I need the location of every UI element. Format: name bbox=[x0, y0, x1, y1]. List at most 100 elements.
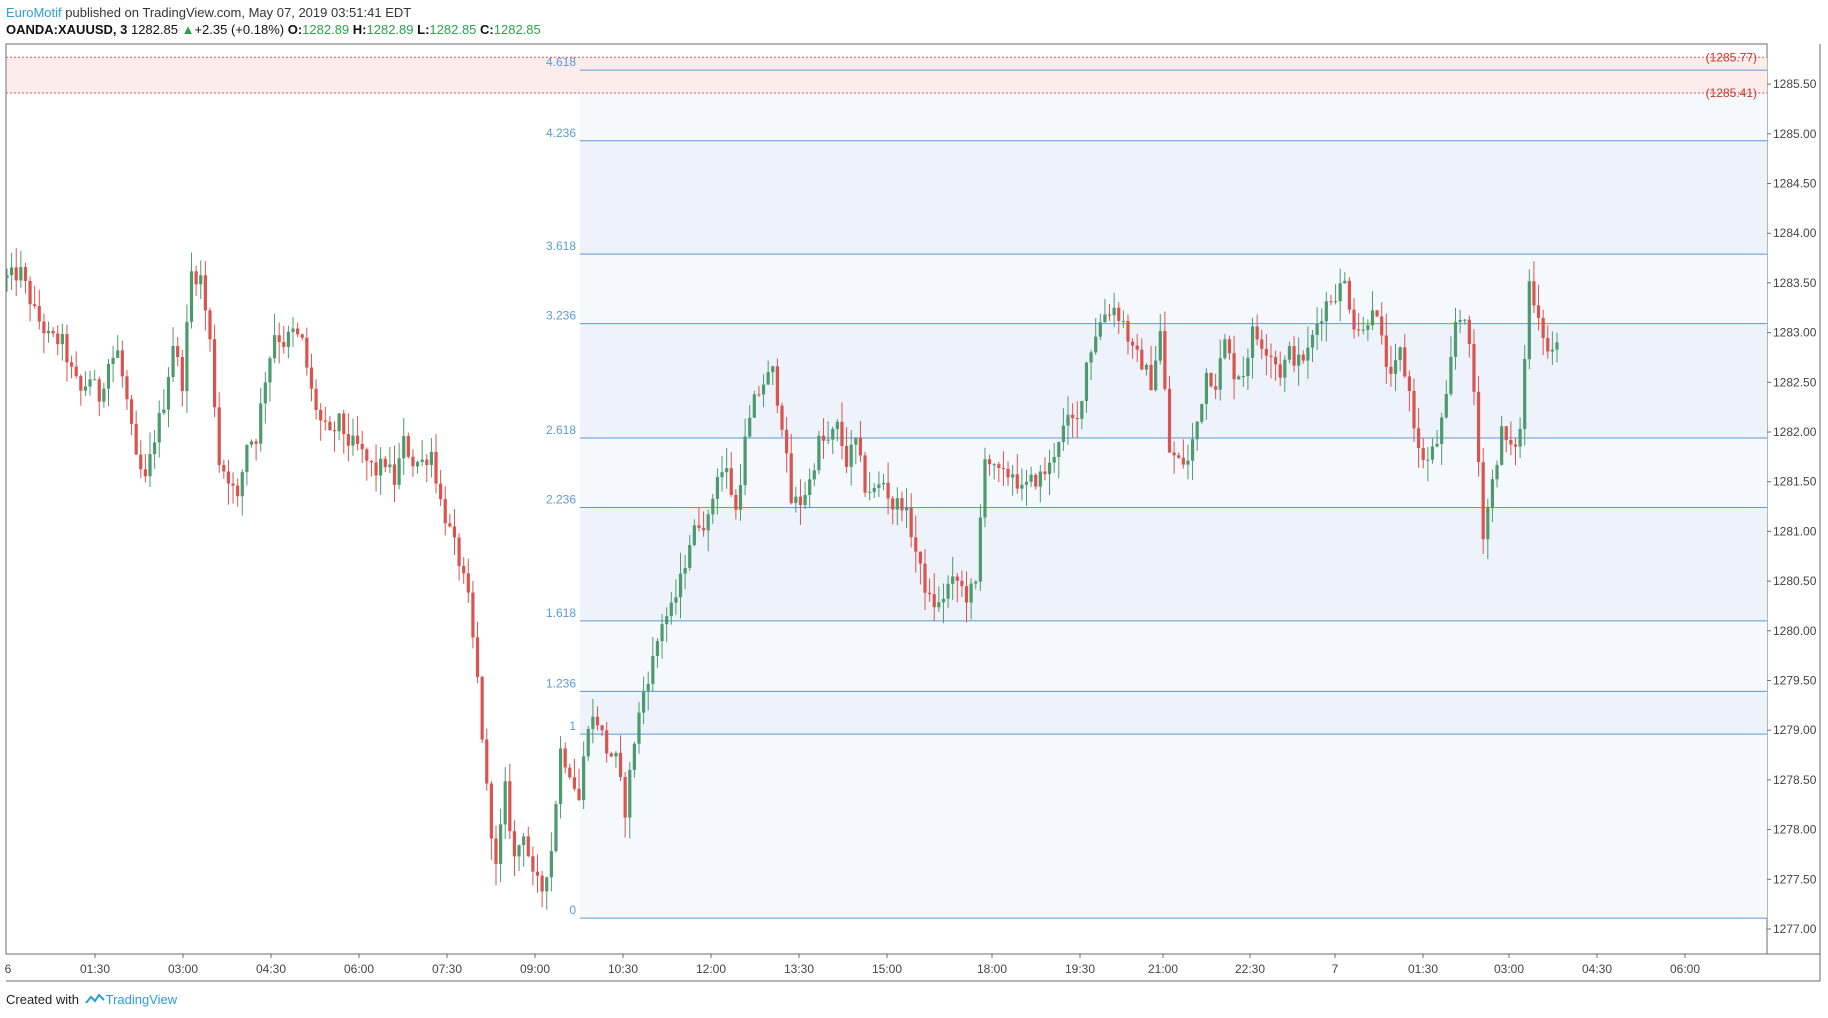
time-tick-label: 01:30 bbox=[1408, 962, 1438, 976]
fib-band bbox=[580, 437, 1767, 508]
candle-body bbox=[835, 421, 839, 429]
candle-body bbox=[392, 464, 397, 485]
candle-body bbox=[42, 321, 46, 334]
candle-body bbox=[591, 716, 595, 729]
time-tick-label: 06:00 bbox=[344, 962, 374, 976]
candle-body bbox=[1075, 417, 1079, 419]
candle-body bbox=[282, 342, 286, 347]
candle-body bbox=[1366, 325, 1370, 330]
candle-body bbox=[272, 335, 277, 359]
candle-body bbox=[503, 781, 507, 825]
candle-body bbox=[46, 330, 51, 334]
candle-body bbox=[1084, 362, 1089, 401]
candle-body bbox=[1481, 462, 1485, 540]
candle-body bbox=[1283, 359, 1287, 378]
candle-body bbox=[978, 517, 982, 582]
candle-body bbox=[678, 573, 683, 598]
candle-body bbox=[194, 271, 198, 285]
time-tick-label: 03:00 bbox=[1494, 962, 1524, 976]
candle-body bbox=[872, 487, 876, 492]
candle-body bbox=[960, 580, 964, 587]
candle-body bbox=[1504, 426, 1508, 441]
candle-body bbox=[692, 525, 696, 546]
time-axis[interactable]: 01:30 03:00 04:30 06:00 07:30 09:00 10:30 12:00… bbox=[5, 954, 1701, 976]
candle-body bbox=[1458, 319, 1462, 322]
candle-body bbox=[439, 483, 443, 500]
candle-body bbox=[1232, 353, 1236, 380]
candle-body bbox=[1532, 281, 1536, 306]
candle-body bbox=[568, 767, 572, 778]
candle-body bbox=[794, 496, 798, 504]
candle-body bbox=[1186, 460, 1190, 465]
candle-body bbox=[1024, 481, 1029, 485]
candle-body bbox=[817, 435, 821, 471]
price-tick-label: 1282.00 bbox=[1773, 425, 1817, 439]
candle-body bbox=[642, 690, 646, 713]
candle-body bbox=[752, 394, 756, 418]
candle-body bbox=[748, 417, 752, 437]
candle-body bbox=[840, 421, 844, 446]
candle-body bbox=[499, 824, 503, 864]
candle-body bbox=[19, 267, 23, 281]
candle-body bbox=[697, 525, 701, 528]
candle-body bbox=[1107, 314, 1112, 316]
candle-body bbox=[1149, 364, 1153, 391]
candle-body bbox=[259, 403, 263, 444]
candle-body bbox=[162, 409, 166, 414]
candle-body bbox=[785, 429, 789, 454]
candle-body bbox=[37, 306, 41, 322]
candle-body bbox=[900, 498, 904, 511]
candle-body bbox=[231, 483, 235, 486]
candle-body bbox=[706, 514, 710, 531]
time-tick-label: 03:00 bbox=[168, 962, 198, 976]
author-name[interactable]: EuroMotif bbox=[6, 5, 62, 20]
candle-body bbox=[877, 484, 881, 488]
candle-body bbox=[1546, 337, 1550, 352]
fib-band bbox=[580, 254, 1767, 324]
time-tick-label: 18:00 bbox=[977, 962, 1007, 976]
candle-body bbox=[554, 804, 558, 852]
candle-body bbox=[1066, 414, 1070, 426]
candle-body bbox=[116, 350, 120, 358]
chart-header: EuroMotif published on TradingView.com, … bbox=[6, 4, 411, 21]
candle-body bbox=[941, 598, 946, 603]
price-tick-label: 1279.50 bbox=[1773, 674, 1817, 688]
fib-band bbox=[580, 620, 1767, 692]
time-tick-label: 01:30 bbox=[80, 962, 110, 976]
candle-body bbox=[849, 444, 853, 467]
price-tick-label: 1279.00 bbox=[1773, 723, 1817, 737]
candle-body bbox=[1412, 390, 1416, 429]
fib-band bbox=[580, 507, 1767, 621]
candle-body bbox=[895, 498, 899, 510]
candle-body bbox=[88, 379, 92, 387]
candle-body bbox=[1135, 345, 1139, 350]
price-tick-label: 1277.00 bbox=[1773, 922, 1817, 936]
candle-body bbox=[1038, 471, 1042, 487]
candle-body bbox=[457, 537, 461, 566]
tradingview-brand[interactable]: TradingView bbox=[105, 992, 178, 1007]
candle-body bbox=[480, 676, 484, 740]
candle-body bbox=[1541, 317, 1545, 338]
candle-body bbox=[1527, 281, 1531, 360]
candle-body bbox=[812, 470, 816, 480]
candle-body bbox=[1227, 339, 1232, 354]
fib-levels-group[interactable]: 0 1 1.236 1.618 2.236 2.618 3.236 3.618 4.236 4.6… bbox=[546, 55, 1767, 919]
candle-body bbox=[1167, 388, 1172, 453]
candle-body bbox=[923, 563, 927, 593]
candle-body bbox=[129, 399, 134, 424]
candle-body bbox=[1315, 323, 1319, 335]
fib-band bbox=[580, 140, 1767, 255]
price-axis[interactable]: 1285.50 1285.00 1284.50 1284.00 1283.50 1283.… bbox=[1767, 77, 1817, 936]
candle-body bbox=[1407, 376, 1411, 391]
candle-body bbox=[1250, 326, 1255, 358]
candle-body bbox=[951, 576, 955, 584]
candle-body bbox=[300, 334, 304, 338]
candle-body bbox=[351, 435, 355, 446]
candle-body bbox=[466, 573, 470, 593]
candle-body bbox=[1430, 446, 1435, 460]
candle-body bbox=[1158, 331, 1162, 361]
candle-body bbox=[263, 382, 267, 404]
price-tick-label: 1278.00 bbox=[1773, 823, 1817, 837]
candle-body bbox=[443, 499, 447, 524]
